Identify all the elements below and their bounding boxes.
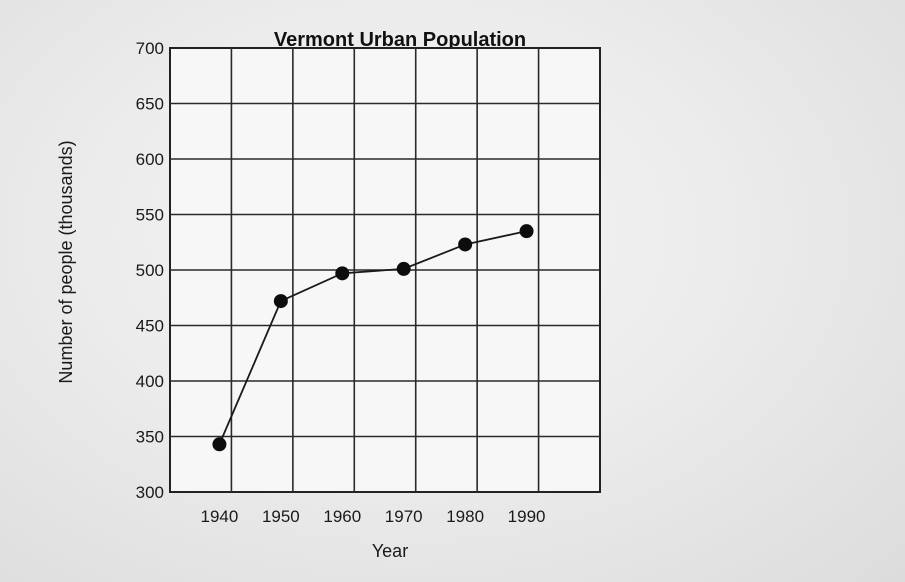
data-point xyxy=(396,261,411,276)
x-tick-label: 1970 xyxy=(385,507,423,526)
y-tick-label: 700 xyxy=(136,39,164,58)
x-tick-label: 1950 xyxy=(262,507,300,526)
y-tick-label: 450 xyxy=(136,317,164,336)
y-tick-label: 600 xyxy=(136,150,164,169)
y-axis-label: Number of people (thousands) xyxy=(56,140,76,383)
y-tick-label: 500 xyxy=(136,261,164,280)
data-point xyxy=(519,224,534,239)
x-tick-label: 1990 xyxy=(508,507,546,526)
data-point xyxy=(212,437,227,452)
data-point xyxy=(273,294,288,309)
data-point xyxy=(335,266,350,281)
series-line xyxy=(218,230,527,445)
x-tick-label: 1980 xyxy=(446,507,484,526)
x-tick-label: 1940 xyxy=(201,507,239,526)
y-tick-label: 650 xyxy=(136,95,164,114)
x-tick-label: 1960 xyxy=(323,507,361,526)
chart-title: Vermont Urban Population xyxy=(274,29,526,51)
y-tick-label: 400 xyxy=(136,372,164,391)
y-tick-label: 300 xyxy=(136,483,164,502)
data-point xyxy=(458,237,473,252)
x-axis-label: Year xyxy=(372,541,408,561)
y-tick-label: 350 xyxy=(136,428,164,447)
y-tick-label: 550 xyxy=(136,206,164,225)
